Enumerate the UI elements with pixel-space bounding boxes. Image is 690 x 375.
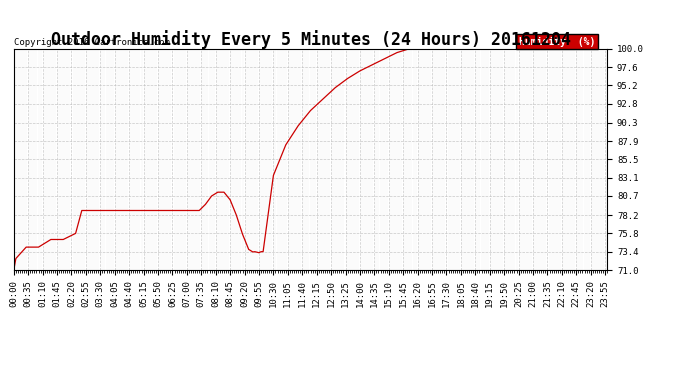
Text: Copyright 2016 Cartronics.com: Copyright 2016 Cartronics.com	[14, 38, 170, 46]
Text: Humidity  (%): Humidity (%)	[519, 36, 595, 46]
Title: Outdoor Humidity Every 5 Minutes (24 Hours) 20161204: Outdoor Humidity Every 5 Minutes (24 Hou…	[50, 30, 571, 49]
